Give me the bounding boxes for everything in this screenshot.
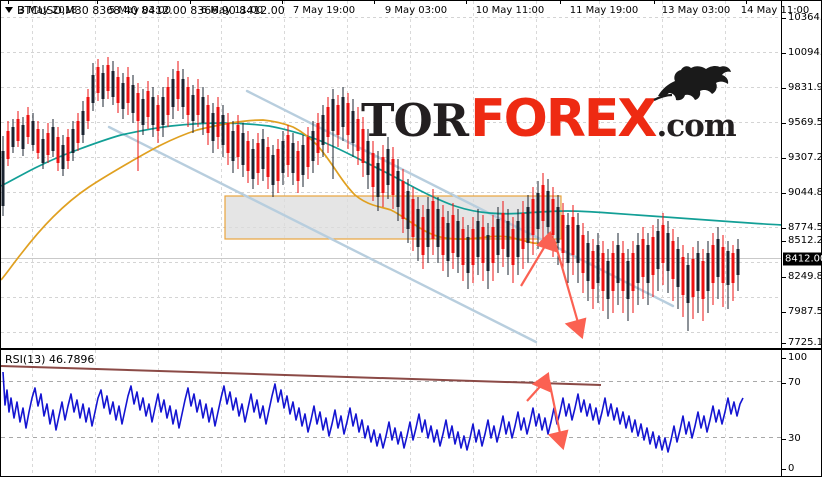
price-tick-label: 10364.55 xyxy=(788,12,822,23)
time-tick-label: 11 May 19:00 xyxy=(569,5,639,16)
rsi-tick-label: 0 xyxy=(788,463,795,474)
time-tick-label: 10 May 11:00 xyxy=(475,5,545,16)
rsi-label: RSI(13) 46.7896 xyxy=(5,353,95,366)
price-panel-header[interactable]: BTCUSD,M30 8368.40 8412.00 8366.90 8412.… xyxy=(5,4,285,17)
price-axis[interactable]: 10364.55 10094.25 9831.90 9569.55 9307.2… xyxy=(781,1,822,348)
time-tick-label: 14 May 11:00 xyxy=(740,5,810,16)
forecast-arrow-rsi xyxy=(526,372,569,451)
rsi-panel-header: RSI(13) 46.7896 xyxy=(5,353,94,366)
time-tick-label: 13 May 03:00 xyxy=(661,5,731,16)
symbol-and-quotes-label: BTCUSD,M30 8368.40 8412.00 8366.90 8412.… xyxy=(17,4,285,17)
current-price-tag: 8412.00 xyxy=(783,252,822,266)
time-tick-label: 5 May 03:00 xyxy=(108,5,172,16)
price-tick-label: 7987.50 xyxy=(788,306,822,317)
rsi-trendline xyxy=(1,365,602,386)
time-tick-label: 6 May 11:00 xyxy=(200,5,264,16)
rsi-axis[interactable]: 100 70 30 0 xyxy=(781,350,821,476)
price-tick-label: 8249.85 xyxy=(788,271,822,282)
price-tick-label: 9569.55 xyxy=(788,117,822,128)
price-tick-label: 10094.25 xyxy=(788,47,822,58)
price-tick-label: 8774.55 xyxy=(788,222,822,233)
price-tick-label: 9307.20 xyxy=(788,152,822,163)
triangle-down-icon[interactable] xyxy=(5,7,13,13)
price-tick-label: 9044.85 xyxy=(788,187,822,198)
rsi-vertical-gridlines xyxy=(32,350,726,476)
candlestick-series xyxy=(1,57,740,331)
price-tick-label: 7725.15 xyxy=(788,337,822,348)
time-tick-label: 9 May 03:00 xyxy=(384,5,448,16)
rsi-line xyxy=(2,371,744,453)
price-chart-panel[interactable]: 10364.55 10094.25 9831.90 9569.55 9307.2… xyxy=(0,0,822,349)
forecast-arrow-price xyxy=(520,230,587,340)
price-tick-label: 8512.20 xyxy=(788,235,822,246)
price-tick-label: 9831.90 xyxy=(788,82,822,93)
time-tick-label: 7 May 19:00 xyxy=(292,5,356,16)
rsi-indicator-panel[interactable]: 100 70 30 0 RSI(13) 46.7896 xyxy=(0,349,822,477)
rsi-tick-label: 100 xyxy=(788,352,808,363)
price-chart-svg xyxy=(1,1,782,348)
ma-fast-line xyxy=(1,119,558,281)
rsi-tick-label: 30 xyxy=(788,433,801,444)
rsi-plot-area[interactable] xyxy=(1,350,782,476)
channel-lower-line xyxy=(107,125,538,344)
rsi-tick-label: 70 xyxy=(788,377,801,388)
rsi-chart-svg xyxy=(1,350,782,476)
time-tick-label: 3 May 2018 xyxy=(18,5,78,16)
price-plot-area[interactable] xyxy=(1,1,782,348)
vertical-gridlines xyxy=(32,1,726,348)
